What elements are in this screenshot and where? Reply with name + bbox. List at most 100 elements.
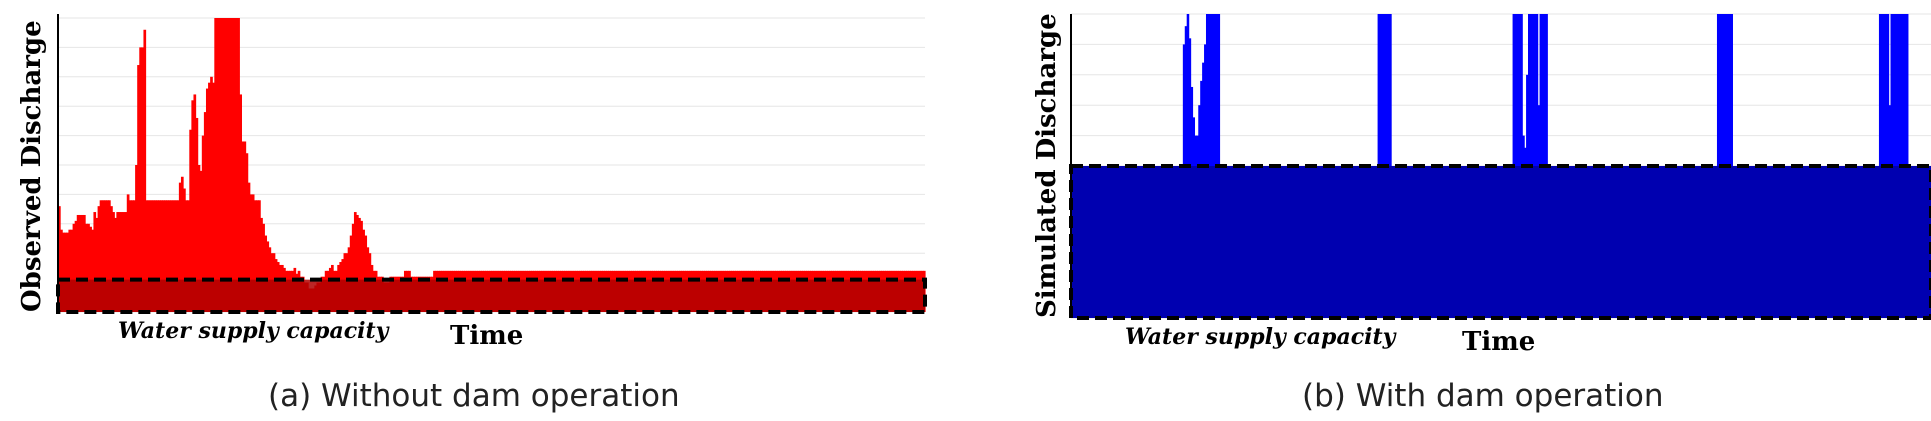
bar xyxy=(208,82,211,313)
bar xyxy=(74,220,78,312)
caption-a: (a) Without dam operation xyxy=(268,378,680,414)
bar xyxy=(199,170,203,312)
bar xyxy=(178,182,182,312)
bar xyxy=(151,200,155,312)
bar xyxy=(164,200,167,312)
bar xyxy=(351,223,355,312)
bar xyxy=(101,200,105,312)
caption-b: (b) With dam operation xyxy=(1302,378,1664,414)
bar xyxy=(122,212,126,312)
bar xyxy=(155,200,159,312)
bar xyxy=(243,141,247,312)
bar xyxy=(143,29,147,312)
chart-b-svg: Simulated Discharge Water supply capacit… xyxy=(1032,13,1931,357)
bar xyxy=(176,200,180,312)
y-axis-label-a: Observed Discharge xyxy=(17,20,47,312)
bar xyxy=(91,229,95,312)
bar xyxy=(162,200,165,312)
bar xyxy=(193,94,197,312)
bar xyxy=(212,82,215,313)
bar xyxy=(120,212,124,312)
bar xyxy=(172,200,176,312)
bar xyxy=(95,217,99,312)
bar xyxy=(85,223,88,312)
bar xyxy=(205,88,209,312)
bar xyxy=(201,135,205,312)
bar xyxy=(362,229,365,312)
bar xyxy=(126,194,130,312)
bar xyxy=(228,18,232,312)
bar xyxy=(147,200,151,312)
bar xyxy=(103,200,107,312)
bar xyxy=(247,182,251,312)
capacity-band-a xyxy=(56,277,927,315)
chart-panel-a: Observed Discharge Water supply capacity… xyxy=(0,0,940,421)
bar xyxy=(180,176,184,312)
bar xyxy=(168,200,172,312)
bar xyxy=(253,200,257,312)
bar xyxy=(216,18,220,312)
bar xyxy=(195,117,199,313)
bar xyxy=(112,212,115,312)
bar xyxy=(110,206,113,312)
bar xyxy=(60,229,63,312)
chart-panel-b: Simulated Discharge Water supply capacit… xyxy=(1000,0,1931,421)
x-axis-label-b: Time xyxy=(1462,327,1535,357)
bar xyxy=(137,65,140,312)
bar xyxy=(114,217,117,312)
bar xyxy=(160,200,163,312)
capacity-band-b xyxy=(1069,164,1931,320)
bar xyxy=(158,200,161,312)
bar xyxy=(260,217,263,312)
bar xyxy=(233,18,236,312)
x-axis-label-a: Time xyxy=(450,321,523,351)
bar xyxy=(245,153,249,312)
bar xyxy=(255,200,259,312)
bar xyxy=(87,223,90,312)
bar xyxy=(78,214,82,312)
bar xyxy=(70,229,74,312)
bar xyxy=(116,212,120,312)
bar xyxy=(258,200,261,312)
bar xyxy=(135,165,138,312)
bar xyxy=(108,200,111,312)
bar xyxy=(262,223,265,312)
bar xyxy=(145,200,149,312)
chart-a-svg: Observed Discharge Water supply capacity… xyxy=(17,14,927,351)
bar xyxy=(189,129,192,312)
capacity-annotation-a: Water supply capacity xyxy=(118,318,391,344)
bar xyxy=(124,212,128,312)
bar xyxy=(251,194,255,312)
bar xyxy=(353,212,357,312)
bar xyxy=(149,200,153,312)
bar xyxy=(224,18,228,312)
bar xyxy=(360,220,363,312)
bar xyxy=(226,18,230,312)
bar xyxy=(183,188,186,312)
bar xyxy=(174,200,178,312)
bar xyxy=(230,18,234,312)
bar xyxy=(218,18,222,312)
bar xyxy=(185,200,188,312)
capacity-fill xyxy=(1071,166,1931,318)
bar xyxy=(130,200,134,312)
bar xyxy=(210,76,213,312)
bar xyxy=(133,200,136,312)
bar xyxy=(349,235,353,312)
bar xyxy=(105,200,109,312)
bar xyxy=(76,214,80,312)
bar xyxy=(80,214,84,312)
bar xyxy=(358,217,361,312)
bar xyxy=(249,194,253,312)
bar xyxy=(239,94,242,312)
bar xyxy=(97,206,101,312)
bar xyxy=(89,226,92,312)
capacity-fill xyxy=(58,279,925,312)
bar xyxy=(356,214,359,312)
bar xyxy=(72,223,76,312)
bar xyxy=(58,206,61,312)
bar xyxy=(139,47,142,313)
bar xyxy=(170,200,174,312)
bar xyxy=(222,18,226,312)
bar xyxy=(241,141,245,312)
